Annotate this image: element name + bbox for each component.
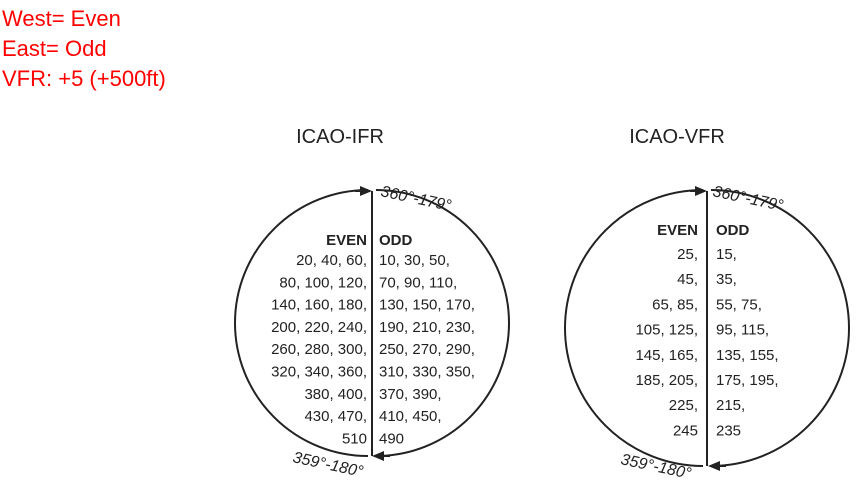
ifr-even-level: 20, 40, 60, bbox=[296, 252, 367, 269]
ifr-odd-header: ODD bbox=[379, 232, 413, 249]
ifr-odd-level: 490 bbox=[379, 430, 404, 447]
vfr-even-level: 225, bbox=[669, 397, 698, 414]
vfr-odd-level: 175, 195, bbox=[716, 372, 779, 389]
ifr-diagram: ICAO-IFR 360°-179° 359°-180° EVEN ODD 20… bbox=[234, 126, 510, 481]
vfr-even-level: 105, 125, bbox=[635, 322, 698, 339]
ifr-odd-level: 250, 270, 290, bbox=[379, 341, 475, 358]
ifr-even-level: 380, 400, bbox=[304, 386, 367, 403]
vfr-odd-header: ODD bbox=[716, 222, 750, 239]
vfr-circle-right-arc bbox=[710, 189, 850, 467]
ifr-odd-column: 10, 30, 50, 70, 90, 110, 130, 150, 170, 190… bbox=[379, 252, 475, 447]
vfr-odd-level: 55, 75, bbox=[716, 296, 762, 313]
ifr-odd-level: 410, 450, bbox=[379, 408, 442, 425]
notes-block: West= Even East= Odd VFR: +5 (+500ft) bbox=[2, 4, 166, 94]
vfr-odd-level: 95, 115, bbox=[716, 322, 769, 339]
vfr-diagram: ICAO-VFR 360°-179° 359°-180° EVEN ODD 25… bbox=[564, 126, 850, 483]
ifr-even-level: 80, 100, 120, bbox=[279, 274, 367, 291]
vfr-even-level: 25, bbox=[677, 246, 698, 263]
ifr-even-level: 430, 470, bbox=[304, 408, 367, 425]
ifr-odd-level: 370, 390, bbox=[379, 386, 442, 403]
ifr-even-level: 200, 220, 240, bbox=[271, 319, 367, 336]
vfr-odd-level: 35, bbox=[716, 271, 737, 288]
vfr-title: ICAO-VFR bbox=[629, 126, 725, 148]
vfr-even-level: 245 bbox=[673, 422, 698, 439]
vfr-bottom-label: 359°-180° bbox=[619, 451, 693, 483]
note-west: West= Even bbox=[2, 6, 121, 31]
vfr-circle-left-arc bbox=[564, 189, 704, 467]
note-vfr: VFR: +5 (+500ft) bbox=[2, 66, 166, 91]
ifr-bottom-label: 359°-180° bbox=[291, 449, 365, 481]
vfr-even-level: 65, 85, bbox=[652, 296, 698, 313]
vfr-top-label: 360°-179° bbox=[711, 183, 785, 215]
vfr-odd-level: 135, 155, bbox=[716, 347, 779, 364]
vfr-odd-level: 215, bbox=[716, 397, 745, 414]
vfr-even-level: 185, 205, bbox=[635, 372, 698, 389]
ifr-odd-level: 310, 330, 350, bbox=[379, 364, 475, 381]
ifr-even-header: EVEN bbox=[326, 232, 367, 249]
ifr-odd-level: 190, 210, 230, bbox=[379, 319, 475, 336]
ifr-even-level: 510 bbox=[342, 430, 367, 447]
ifr-title: ICAO-IFR bbox=[296, 126, 384, 148]
vfr-odd-column: 15, 35, 55, 75, 95, 115, 135, 155, 175, 195, 2… bbox=[716, 246, 779, 439]
ifr-odd-level: 130, 150, 170, bbox=[379, 297, 475, 314]
vfr-even-column: 25, 45, 65, 85, 105, 125, 145, 165, 185, 205,… bbox=[635, 246, 698, 439]
vfr-even-header: EVEN bbox=[657, 222, 698, 239]
vfr-odd-level: 235 bbox=[716, 422, 741, 439]
vfr-odd-level: 15, bbox=[716, 246, 737, 263]
vfr-even-level: 145, 165, bbox=[635, 347, 698, 364]
ifr-even-column: 20, 40, 60, 80, 100, 120, 140, 160, 180, 20… bbox=[271, 252, 367, 447]
ifr-even-level: 320, 340, 360, bbox=[271, 364, 367, 381]
ifr-circle-right-arc bbox=[375, 189, 510, 457]
ifr-circle-left-arc bbox=[234, 189, 369, 457]
ifr-odd-level: 70, 90, 110, bbox=[379, 274, 457, 291]
ifr-even-level: 140, 160, 180, bbox=[271, 297, 367, 314]
vfr-even-level: 45, bbox=[677, 271, 698, 288]
ifr-even-level: 260, 280, 300, bbox=[271, 341, 367, 358]
ifr-odd-level: 10, 30, 50, bbox=[379, 252, 450, 269]
note-east: East= Odd bbox=[2, 36, 107, 61]
ifr-top-label: 360°-179° bbox=[379, 183, 453, 215]
